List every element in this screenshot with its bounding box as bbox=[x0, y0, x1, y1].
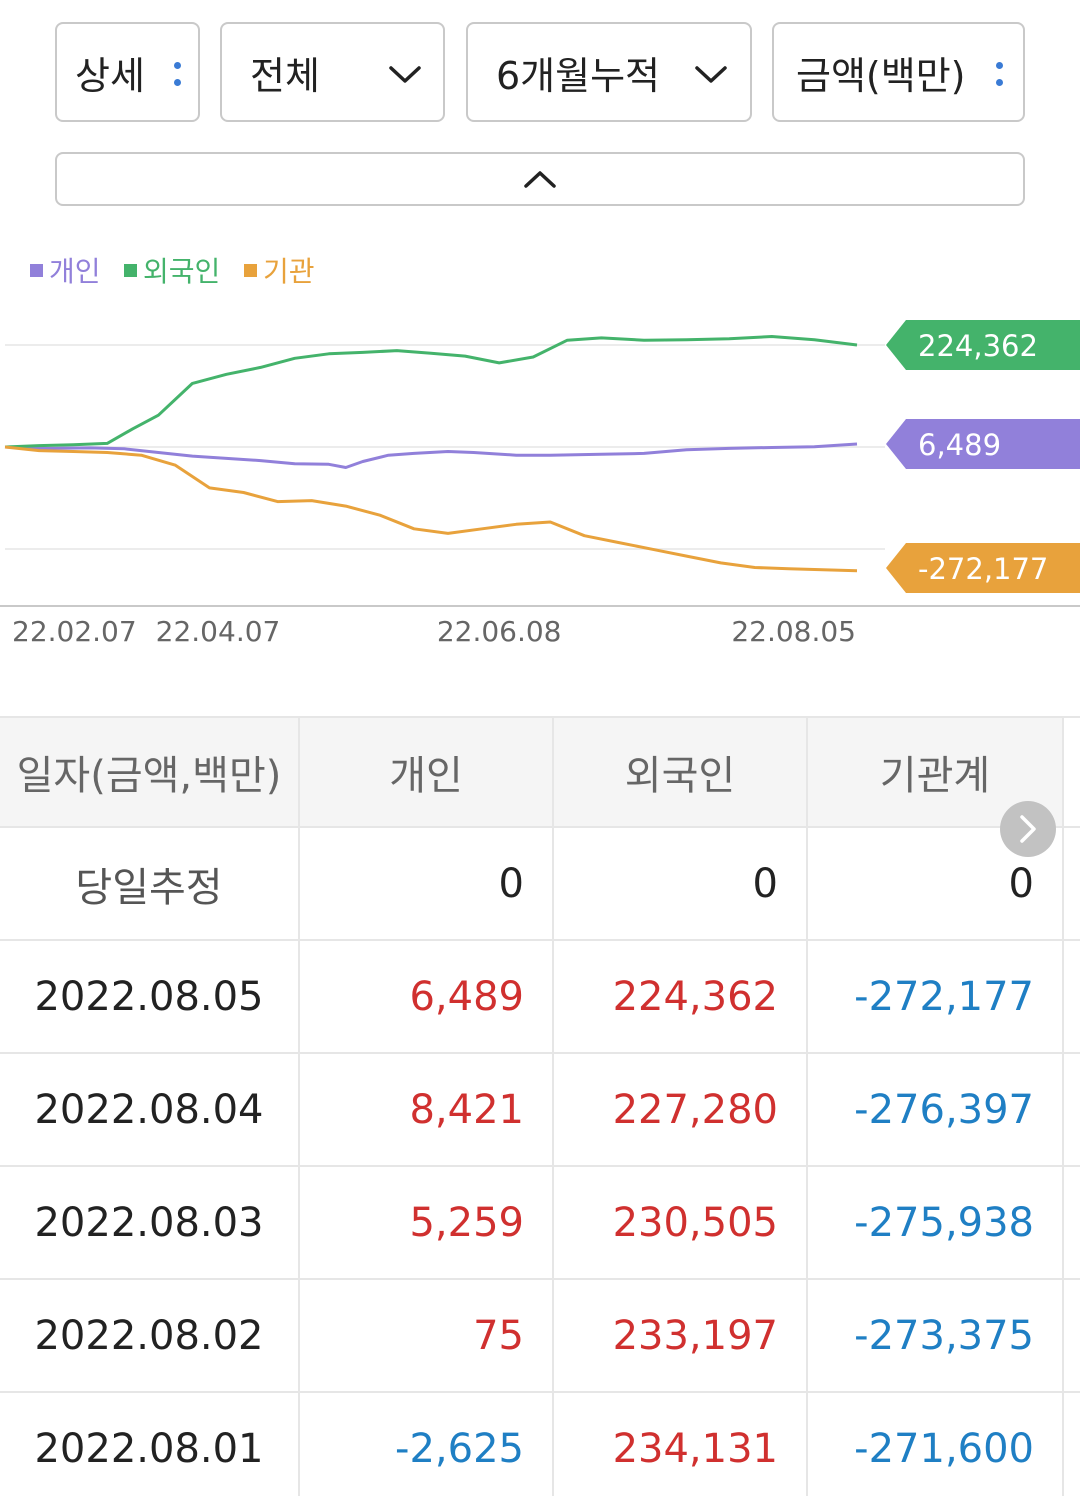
row-divider bbox=[0, 826, 1080, 828]
cell-individual: 6,489 bbox=[409, 973, 524, 1020]
chevron-up-icon bbox=[524, 171, 556, 188]
row-divider bbox=[0, 1052, 1080, 1054]
collapse-button[interactable] bbox=[55, 152, 1025, 206]
end-value-tag-shape bbox=[886, 543, 1080, 593]
cell-institution: -271,600 bbox=[854, 1425, 1034, 1472]
investor-trend-chart: 6,489 224,362 -272,177 22.02.07 22.04.07 22.… bbox=[0, 320, 1080, 648]
legend-swatch bbox=[244, 263, 257, 277]
column-divider bbox=[298, 716, 300, 1496]
end-value-tag: 6,489 bbox=[886, 419, 1080, 470]
row-divider bbox=[0, 1165, 1080, 1167]
cell-individual: -2,625 bbox=[395, 1425, 524, 1472]
header-foreign: 외국인 bbox=[554, 716, 806, 828]
cell-institution: -273,375 bbox=[854, 1312, 1034, 1359]
end-value-tag-shape bbox=[886, 419, 1080, 470]
cell-institution: -276,397 bbox=[854, 1086, 1034, 1133]
period-dropdown[interactable]: 6개월누적 bbox=[466, 22, 752, 122]
series-line bbox=[4, 442, 858, 469]
table-row: 2022.08.03 5,259 230,505 -275,938 bbox=[0, 1166, 1080, 1279]
estimate-label: 당일추정 bbox=[75, 865, 223, 911]
end-value-label: 224,362 bbox=[918, 329, 1038, 363]
end-value-tag: 224,362 bbox=[886, 320, 1080, 370]
column-divider bbox=[806, 716, 808, 1496]
cell-foreign: 230,505 bbox=[612, 1199, 778, 1246]
unit-select[interactable]: 금액(백만) bbox=[772, 22, 1025, 122]
detail-select-label: 상세 bbox=[75, 53, 145, 98]
cell-foreign: 224,362 bbox=[612, 973, 778, 1020]
cell-institution: -275,938 bbox=[854, 1199, 1034, 1246]
cell-date: 2022.08.01 bbox=[34, 1425, 264, 1472]
series-line bbox=[4, 445, 858, 573]
legend-label: 기관 bbox=[263, 255, 315, 288]
legend-foreign: 외국인 bbox=[124, 250, 220, 290]
table-row: 2022.08.02 75 233,197 -273,375 bbox=[0, 1279, 1080, 1392]
end-value-tag: -272,177 bbox=[886, 543, 1080, 593]
end-value-label: -272,177 bbox=[918, 552, 1048, 586]
legend-label: 개인 bbox=[49, 255, 101, 288]
cell-institution: -272,177 bbox=[854, 973, 1034, 1020]
legend-label: 외국인 bbox=[143, 255, 221, 288]
chevron-down-icon bbox=[389, 66, 421, 83]
legend-swatch bbox=[30, 263, 43, 277]
scope-dropdown-label: 전체 bbox=[250, 53, 320, 98]
cell-foreign: 234,131 bbox=[612, 1425, 778, 1472]
cell-date: 2022.08.04 bbox=[34, 1086, 264, 1133]
column-divider bbox=[552, 716, 554, 1496]
kebab-icon bbox=[174, 62, 182, 88]
x-tick-label: 22.04.07 bbox=[156, 615, 281, 648]
series-line bbox=[4, 335, 858, 449]
cell-individual: 5,259 bbox=[409, 1199, 524, 1246]
cell-foreign: 233,197 bbox=[612, 1312, 778, 1359]
cell-date: 2022.08.02 bbox=[34, 1312, 264, 1359]
table-row: 2022.08.04 8,421 227,280 -276,397 bbox=[0, 1053, 1080, 1166]
table-row: 2022.08.05 6,489 224,362 -272,177 bbox=[0, 940, 1080, 1053]
table-row-estimate: 당일추정 0 0 0 bbox=[0, 828, 1080, 940]
end-value-label: 6,489 bbox=[918, 428, 1001, 462]
cell-date: 2022.08.03 bbox=[34, 1199, 264, 1246]
unit-select-label: 금액(백만) bbox=[796, 53, 966, 98]
period-dropdown-label: 6개월누적 bbox=[496, 53, 661, 98]
cell-date: 2022.08.05 bbox=[34, 973, 264, 1020]
kebab-icon bbox=[996, 62, 1004, 88]
chevron-right-icon bbox=[1020, 815, 1036, 843]
cell-individual: 8,421 bbox=[409, 1086, 524, 1133]
estimate-foreign: 0 bbox=[752, 861, 778, 907]
legend-swatch bbox=[124, 263, 137, 277]
row-divider bbox=[0, 1278, 1080, 1280]
row-divider bbox=[0, 716, 1080, 718]
cell-individual: 75 bbox=[473, 1312, 524, 1359]
x-tick-label: 22.02.07 bbox=[12, 615, 137, 648]
x-tick-label: 22.08.05 bbox=[731, 615, 856, 648]
column-divider bbox=[1062, 716, 1064, 1496]
x-tick-label: 22.06.08 bbox=[437, 615, 562, 648]
chevron-down-icon bbox=[695, 66, 727, 83]
legend-institution: 기관 bbox=[244, 250, 315, 290]
table-row: 2022.08.01 -2,625 234,131 -271,600 bbox=[0, 1392, 1080, 1505]
row-divider bbox=[0, 939, 1080, 941]
cell-foreign: 227,280 bbox=[612, 1086, 778, 1133]
estimate-individual: 0 bbox=[498, 861, 524, 907]
filter-bar: 상세 전체 6개월누적 금액(백만) bbox=[0, 0, 1080, 210]
end-value-tag-shape bbox=[886, 320, 1080, 370]
legend-individual: 개인 bbox=[30, 250, 101, 290]
header-date: 일자(금액,백만) bbox=[0, 716, 298, 828]
scope-dropdown[interactable]: 전체 bbox=[220, 22, 445, 122]
row-divider bbox=[0, 1391, 1080, 1393]
scroll-right-button[interactable] bbox=[1000, 801, 1056, 857]
detail-select[interactable]: 상세 bbox=[55, 22, 200, 122]
header-individual: 개인 bbox=[300, 716, 552, 828]
table-header: 일자(금액,백만) 개인 외국인 기관계 bbox=[0, 716, 1080, 828]
estimate-institution: 0 bbox=[1008, 861, 1034, 907]
